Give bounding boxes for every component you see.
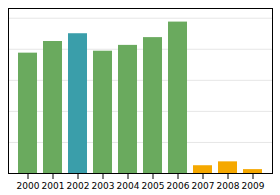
svg-text:2009: 2009: [242, 181, 265, 191]
svg-text:2000: 2000: [17, 181, 40, 191]
svg-text:2002: 2002: [67, 181, 90, 191]
svg-text:2001: 2001: [42, 181, 65, 191]
svg-text:2007: 2007: [192, 181, 215, 191]
svg-text:2003: 2003: [92, 181, 115, 191]
svg-text:2006: 2006: [167, 181, 190, 191]
svg-text:2005: 2005: [142, 181, 165, 191]
svg-text:2004: 2004: [117, 181, 140, 191]
svg-text:2008: 2008: [217, 181, 240, 191]
